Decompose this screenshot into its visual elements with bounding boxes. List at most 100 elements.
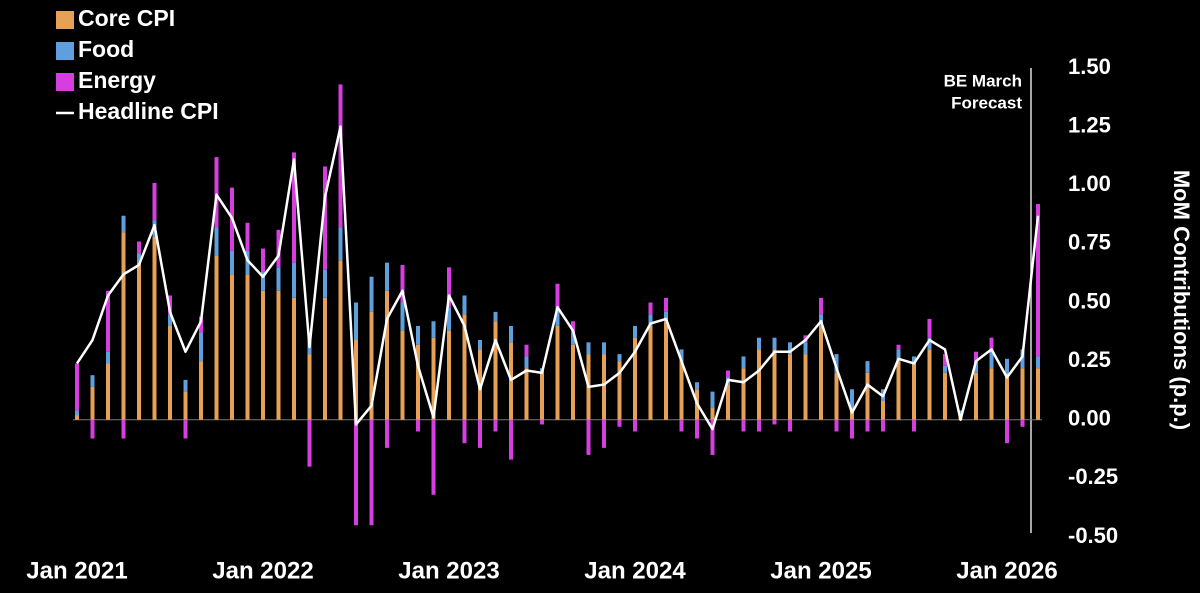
bar	[400, 264, 405, 303]
bar	[989, 337, 994, 350]
bar	[710, 419, 715, 455]
bar	[726, 370, 730, 378]
bar	[850, 389, 854, 409]
bar	[183, 419, 188, 439]
bar	[245, 250, 250, 275]
bar	[571, 332, 575, 345]
bar	[245, 222, 250, 251]
bar	[369, 419, 374, 526]
x-tick-label: Jan 2024	[584, 557, 686, 584]
y-tick-label: 0.50	[1068, 288, 1111, 313]
bar	[1036, 368, 1040, 420]
bar	[416, 325, 420, 345]
bar	[788, 354, 792, 420]
bar	[1005, 358, 1009, 373]
bar	[493, 321, 498, 420]
bar	[245, 274, 250, 420]
bar	[664, 297, 668, 312]
bar	[555, 325, 560, 420]
y-tick-label: 0.75	[1068, 230, 1111, 255]
bar	[369, 311, 374, 420]
y-tick-label: -0.25	[1068, 464, 1118, 489]
bar	[400, 302, 405, 331]
y-tick-label: 1.00	[1068, 171, 1111, 196]
bar	[214, 227, 219, 256]
bar	[989, 349, 994, 369]
bar	[152, 182, 157, 221]
x-tick-label: Jan 2021	[26, 557, 127, 584]
bar	[354, 419, 358, 526]
bar	[106, 363, 110, 420]
bar	[571, 344, 575, 420]
bar	[695, 419, 699, 439]
bar	[261, 290, 265, 420]
bar	[354, 340, 358, 420]
bar	[106, 351, 110, 364]
bar	[338, 84, 343, 228]
bar	[90, 386, 95, 420]
bar	[633, 419, 637, 432]
bar	[354, 302, 358, 341]
headline-line	[75, 125, 1040, 431]
bar	[447, 267, 451, 308]
bar	[385, 262, 389, 291]
bar	[431, 337, 436, 420]
bar	[106, 290, 110, 352]
bar	[323, 297, 327, 420]
bar	[648, 325, 653, 420]
bar	[927, 337, 932, 350]
bar	[555, 307, 560, 326]
bar	[416, 419, 420, 432]
bar	[679, 361, 684, 420]
bar	[230, 250, 234, 275]
bar	[292, 152, 296, 263]
bar	[431, 419, 436, 495]
bar	[555, 283, 560, 308]
bar	[369, 276, 374, 312]
bar	[447, 307, 451, 331]
bar	[199, 332, 203, 362]
bar	[741, 368, 746, 420]
bar	[276, 290, 281, 420]
bar	[648, 314, 653, 326]
bar	[90, 375, 95, 387]
x-tick-label: Jan 2023	[398, 557, 499, 584]
bar	[540, 419, 544, 425]
legend-swatch	[56, 73, 74, 91]
bar	[633, 325, 637, 338]
bar	[493, 311, 498, 322]
bar	[679, 419, 684, 432]
bar	[710, 391, 715, 409]
bar	[927, 349, 932, 420]
bar	[137, 253, 141, 263]
bar	[462, 419, 467, 444]
bar	[121, 419, 126, 439]
y-tick-label: -0.50	[1068, 523, 1118, 548]
bar	[664, 321, 668, 420]
y-tick-label: 0.25	[1068, 347, 1111, 372]
x-tick-label: Jan 2022	[212, 557, 313, 584]
bar	[121, 215, 126, 233]
bar	[834, 419, 839, 432]
bar	[307, 419, 312, 467]
bar	[710, 408, 715, 420]
bar	[199, 316, 203, 333]
bar	[493, 419, 498, 432]
bar	[183, 379, 188, 392]
bar	[772, 419, 777, 425]
bar	[881, 400, 885, 420]
bar	[695, 382, 699, 390]
bar	[462, 295, 467, 315]
bar	[974, 361, 978, 373]
bar	[850, 419, 854, 439]
bar	[679, 349, 684, 362]
bar	[819, 297, 823, 315]
bar	[524, 368, 529, 420]
bar	[943, 372, 947, 420]
bar	[865, 372, 870, 420]
bar	[338, 260, 343, 420]
bar	[152, 236, 157, 420]
bar	[90, 419, 95, 439]
bar	[726, 384, 730, 420]
bar	[834, 372, 839, 420]
